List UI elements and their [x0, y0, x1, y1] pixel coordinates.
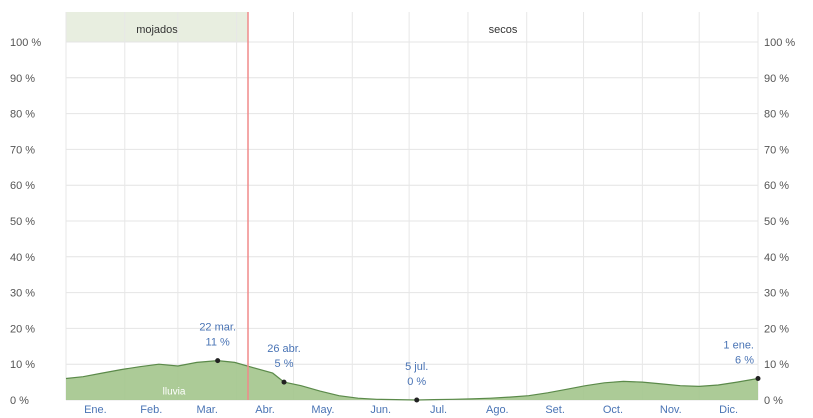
month-label: Mar.	[197, 404, 218, 416]
y-tick-right: 20 %	[764, 323, 789, 335]
annotation-date: 22 mar.	[199, 322, 236, 334]
month-label: May.	[311, 404, 334, 416]
month-label: Jun.	[370, 404, 391, 416]
y-tick-right: 10 %	[764, 359, 789, 371]
season-bands: mojados secos	[66, 12, 758, 42]
month-label: Dic.	[719, 404, 738, 416]
annotation-date: 5 jul.	[405, 361, 428, 373]
y-tick-right: 100 %	[764, 37, 795, 49]
y-tick-right: 50 %	[764, 216, 789, 228]
line-lluvia	[65, 359, 759, 401]
season-band-secos	[248, 12, 758, 42]
area-lluvia	[66, 360, 758, 400]
annotation-date: 1 ene.	[723, 340, 754, 352]
annotations: 22 mar. 11 % 26 abr. 5 % 5 jul. 0 % 1 ene. 6 %	[199, 322, 761, 403]
annotation-date: 26 abr.	[267, 343, 301, 355]
y-tick-left: 60 %	[10, 180, 35, 192]
season-label-mojados: mojados	[136, 24, 178, 36]
y-tick-right: 80 %	[764, 109, 789, 121]
y-tick-left: 40 %	[10, 252, 35, 264]
y-axis-right: 0 % 10 % 20 % 30 % 40 % 50 % 60 % 70 % 80 % 90 % 1…	[764, 37, 795, 407]
y-tick-left: 10 %	[10, 359, 35, 371]
y-tick-right: 60 %	[764, 180, 789, 192]
y-tick-left: 20 %	[10, 323, 35, 335]
month-label: Ene.	[84, 404, 107, 416]
annotation-point	[755, 376, 761, 382]
month-label: Nov.	[660, 404, 682, 416]
y-tick-left: 70 %	[10, 144, 35, 156]
y-tick-right: 90 %	[764, 73, 789, 85]
y-tick-right: 30 %	[764, 288, 789, 300]
y-tick-left: 100 %	[10, 37, 41, 49]
y-tick-left: 90 %	[10, 73, 35, 85]
annotation-point	[414, 397, 420, 403]
annotation-value: 6 %	[735, 355, 754, 367]
month-label: Set.	[545, 404, 565, 416]
y-tick-left: 50 %	[10, 216, 35, 228]
month-label: Ago.	[486, 404, 509, 416]
y-tick-left: 80 %	[10, 109, 35, 121]
month-label: Feb.	[140, 404, 162, 416]
y-tick-left: 30 %	[10, 288, 35, 300]
gridlines	[65, 12, 759, 401]
area-label: lluvia	[163, 387, 186, 398]
annotation-point	[281, 379, 287, 385]
annotation-value: 0 %	[407, 376, 426, 388]
month-label: Jul.	[430, 404, 447, 416]
season-label-secos: secos	[489, 24, 518, 36]
month-label: Oct.	[603, 404, 623, 416]
season-band-mojados	[66, 12, 249, 42]
y-tick-right: 70 %	[764, 144, 789, 156]
annotation-value: 11 %	[206, 337, 230, 349]
rain-area: lluvia	[65, 359, 759, 401]
y-tick-left: 0 %	[10, 395, 29, 407]
annotation-value: 5 %	[275, 358, 294, 370]
annotation-point	[215, 358, 221, 364]
y-tick-right: 0 %	[764, 395, 783, 407]
x-axis-months: Ene. Feb. Mar. Abr. May. Jun. Jul. Ago. Set. Oct.…	[84, 404, 738, 416]
month-label: Abr.	[255, 404, 275, 416]
y-axis-left: 0 % 10 % 20 % 30 % 40 % 50 % 60 % 70 % 80 % 90 % 1…	[10, 37, 41, 407]
y-tick-right: 40 %	[764, 252, 789, 264]
